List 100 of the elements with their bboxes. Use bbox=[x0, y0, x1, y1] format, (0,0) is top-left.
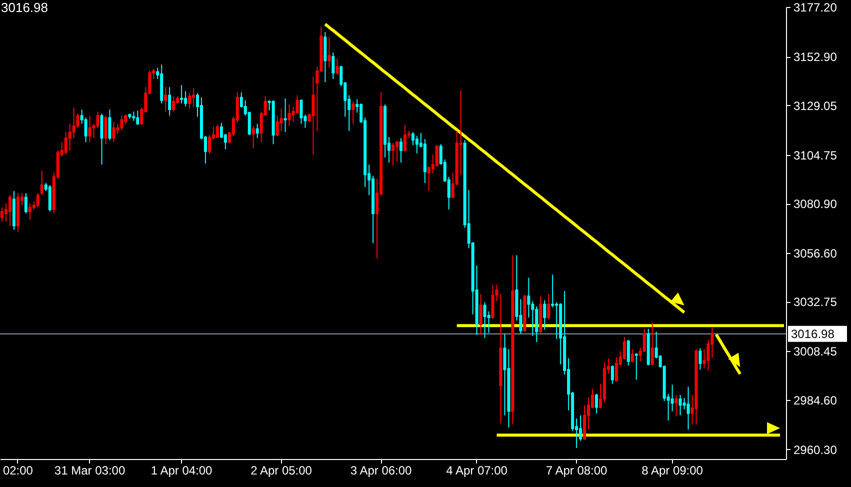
y-tick-label: 3129.05 bbox=[794, 98, 838, 113]
candlestick bbox=[527, 277, 530, 318]
candlestick bbox=[551, 274, 554, 308]
candlestick bbox=[399, 138, 402, 164]
candlestick bbox=[252, 125, 255, 149]
y-tick-label: 3152.90 bbox=[794, 50, 838, 64]
x-tick-label: 2 Apr 05:00 bbox=[250, 464, 312, 478]
candlestick bbox=[132, 111, 136, 122]
candlestick bbox=[84, 117, 88, 143]
candlestick bbox=[411, 131, 414, 146]
y-tick-label: 3008.45 bbox=[794, 344, 838, 359]
x-tick-label: 8 Apr 09:00 bbox=[642, 464, 704, 478]
candlestick bbox=[192, 88, 196, 108]
candlestick bbox=[124, 114, 128, 124]
candlestick bbox=[172, 96, 176, 112]
candlestick bbox=[40, 170, 44, 196]
candlestick bbox=[594, 393, 598, 414]
candlestick bbox=[72, 107, 76, 139]
y-tick-label: 3032.75 bbox=[794, 295, 838, 310]
candlestick bbox=[48, 184, 52, 212]
candlestick bbox=[28, 202, 32, 220]
y-tick-label: 3177.20 bbox=[794, 0, 838, 15]
x-tick-label: 3 Apr 06:00 bbox=[350, 464, 412, 478]
candlestick bbox=[256, 123, 259, 139]
ref-line-label: 3016.98 bbox=[791, 326, 835, 341]
candlestick bbox=[686, 386, 690, 430]
candlestick bbox=[583, 404, 586, 440]
candlestick bbox=[8, 194, 12, 226]
candlestick bbox=[164, 86, 168, 112]
candlestick bbox=[216, 124, 219, 139]
candlestick bbox=[392, 142, 394, 166]
y-tick-label: 3080.90 bbox=[794, 197, 838, 212]
candlestick bbox=[284, 98, 287, 132]
candlestick bbox=[168, 86, 172, 116]
candlestick bbox=[332, 52, 335, 80]
candlestick bbox=[300, 98, 303, 124]
x-tick-label: 4 Apr 07:00 bbox=[446, 464, 508, 478]
candlestick bbox=[24, 192, 28, 214]
candlestick bbox=[610, 364, 614, 384]
candlestick bbox=[220, 122, 223, 139]
x-tick-label: 1 Apr 04:00 bbox=[150, 464, 213, 478]
candlestick bbox=[324, 32, 327, 83]
candlestick bbox=[112, 121, 116, 143]
candlestick bbox=[136, 110, 140, 126]
y-tick-label: 2960.30 bbox=[794, 442, 838, 457]
candlestick bbox=[352, 100, 355, 124]
candlestick bbox=[104, 115, 108, 145]
candlestick bbox=[36, 192, 40, 208]
line-series bbox=[714, 332, 742, 376]
candlestick bbox=[674, 394, 678, 417]
candlestick bbox=[491, 284, 494, 320]
candlestick bbox=[288, 104, 291, 126]
candlestick bbox=[184, 90, 188, 107]
candlestick bbox=[630, 348, 634, 363]
x-tick-label: 02:00 bbox=[2, 464, 34, 478]
candlestick bbox=[535, 306, 538, 342]
candlestick bbox=[670, 384, 674, 412]
candlestick bbox=[579, 414, 582, 442]
candlestick bbox=[555, 302, 558, 340]
candlestick bbox=[479, 294, 482, 336]
candlestick bbox=[403, 124, 406, 152]
candlestick bbox=[68, 123, 72, 151]
x-tick-label: 31 Mar 03:00 bbox=[54, 464, 126, 478]
candlestick bbox=[276, 115, 279, 137]
candlestick bbox=[120, 115, 124, 130]
candlestick bbox=[280, 108, 283, 132]
y-tick-label: 3104.75 bbox=[794, 148, 838, 162]
candlestick bbox=[188, 92, 192, 110]
candlestick bbox=[642, 328, 646, 353]
candlestick bbox=[208, 134, 211, 154]
candlestick bbox=[634, 352, 638, 380]
line-series bbox=[324, 22, 686, 314]
candlestick bbox=[415, 136, 418, 154]
chart-title: 3016.98 bbox=[1, 0, 48, 15]
candlestick bbox=[336, 58, 339, 76]
candlestick bbox=[76, 113, 80, 128]
candlestick bbox=[626, 339, 630, 366]
x-tick-label: 7 Apr 08:00 bbox=[546, 464, 608, 478]
candlestick bbox=[96, 111, 100, 128]
candlestick bbox=[64, 131, 68, 155]
candlestick bbox=[435, 144, 438, 168]
candlestick bbox=[503, 333, 506, 416]
candlestick bbox=[100, 113, 104, 166]
candlestick bbox=[395, 140, 398, 162]
candlestick bbox=[543, 300, 546, 330]
candlestick bbox=[614, 356, 618, 382]
candlestick bbox=[180, 84, 184, 104]
candlestick bbox=[427, 166, 430, 192]
candlestick bbox=[116, 123, 120, 135]
candlestick bbox=[483, 302, 486, 338]
y-tick-label: 2984.60 bbox=[794, 393, 838, 408]
candlestick bbox=[88, 115, 92, 143]
candlestick bbox=[108, 109, 112, 141]
candlestick bbox=[698, 348, 702, 370]
candlestick bbox=[0, 206, 4, 222]
candlestick bbox=[312, 76, 315, 155]
candlestick bbox=[678, 394, 682, 416]
candlestick bbox=[547, 294, 550, 320]
candlestick bbox=[328, 36, 331, 68]
candlestick bbox=[710, 327, 714, 359]
